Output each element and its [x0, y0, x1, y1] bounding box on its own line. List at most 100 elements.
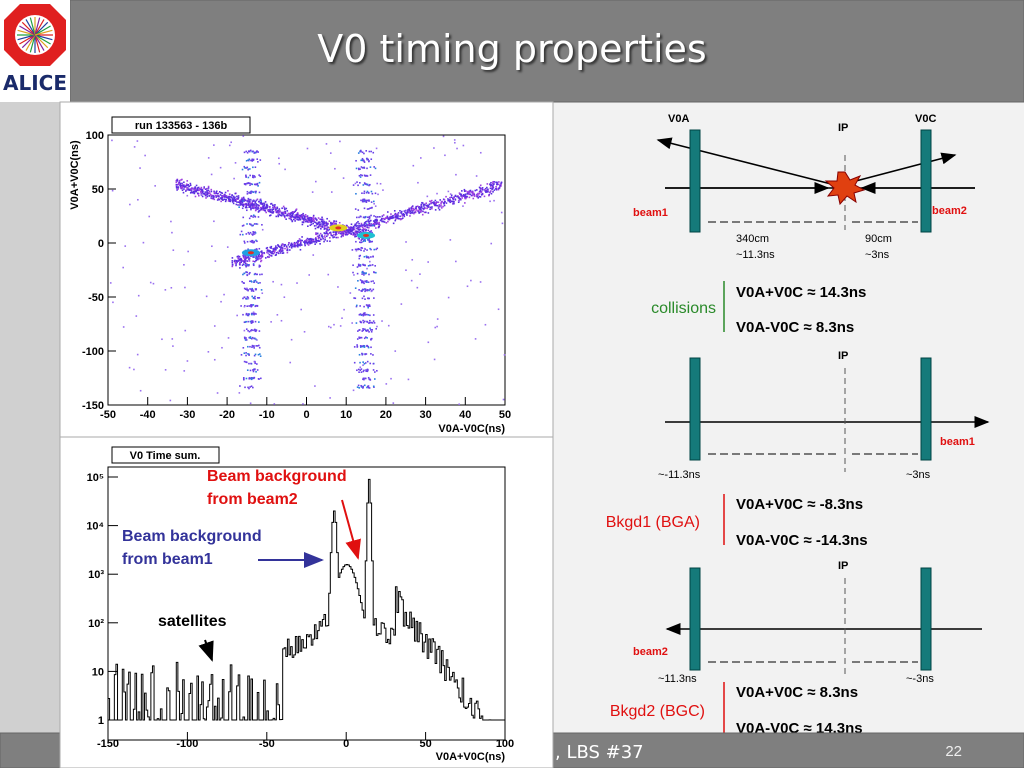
scatter-point — [362, 240, 365, 243]
scatter-point — [374, 205, 377, 207]
scatter-point — [230, 141, 232, 144]
x-tick-label: -50 — [100, 409, 116, 421]
scatter-point — [250, 378, 253, 381]
scatter-point — [245, 337, 247, 339]
scatter-point — [337, 231, 339, 233]
scatter-point — [258, 174, 260, 176]
scatter-point — [331, 223, 333, 225]
scatter-point — [363, 225, 366, 228]
scatter-point — [349, 292, 352, 294]
scatter-point — [256, 273, 258, 276]
scatter-point — [313, 241, 316, 243]
scatter-point — [260, 250, 263, 252]
scatter-point — [321, 234, 323, 236]
annotation: from beam2 — [207, 491, 298, 508]
scatter-point — [273, 205, 276, 208]
scatter-point — [466, 285, 469, 288]
scatter-point — [255, 183, 258, 186]
v0a-detector — [689, 357, 701, 461]
scatter-point — [227, 190, 229, 192]
scatter-point — [278, 250, 281, 252]
scatter-point — [216, 192, 219, 195]
scatter-point — [386, 211, 389, 213]
scatter-point — [357, 248, 359, 251]
scatter-point — [360, 280, 363, 282]
scatter-point — [335, 233, 338, 236]
scatter-point — [290, 214, 293, 217]
scatter-point — [234, 162, 237, 164]
scatter-point — [254, 305, 257, 308]
scatter-point — [395, 214, 397, 216]
scatter-point — [360, 241, 363, 244]
scatter-point — [314, 237, 317, 239]
scatter-point — [246, 305, 249, 308]
scatter-point — [333, 223, 335, 226]
scatter-point — [353, 361, 356, 364]
scatter-point — [245, 233, 248, 235]
scatter-point — [372, 314, 375, 316]
scatter-point — [341, 231, 343, 233]
scatter-point — [361, 174, 364, 177]
scatter-point — [312, 216, 315, 218]
hotspot-core — [363, 233, 370, 237]
scatter-point — [452, 200, 455, 203]
scatter-point — [252, 199, 255, 202]
scatter-point — [288, 217, 291, 220]
scatter-point — [149, 281, 152, 284]
logo-ray — [34, 34, 41, 53]
y-tick-label: -150 — [82, 400, 104, 412]
scatter-point — [358, 216, 360, 219]
scatter-point — [434, 199, 437, 202]
scatter-point — [306, 217, 309, 220]
scatter-point — [266, 251, 268, 254]
scatter-point — [351, 249, 354, 251]
scatter-point — [355, 159, 357, 162]
scatter-point — [234, 198, 237, 201]
scatter-point — [367, 346, 370, 349]
scatter-point — [484, 187, 487, 190]
scatter-point — [258, 297, 261, 299]
scatter-point — [256, 304, 259, 307]
scatter-point — [188, 188, 191, 191]
scatter-point — [407, 378, 410, 381]
scatter-point — [368, 297, 370, 300]
scatter-point — [362, 361, 364, 363]
scatter-point — [244, 258, 246, 261]
scatter-point — [194, 190, 197, 193]
scatter-point — [352, 271, 354, 274]
scatter-point — [416, 205, 419, 208]
scatter-point — [322, 223, 325, 226]
scatter-point — [252, 345, 255, 348]
scatter-point — [352, 264, 354, 267]
diagram-bga: IP beam1 ~-11.3ns ~3ns Bkgd1 (BGA) V0A+V… — [606, 350, 990, 549]
scatter-point — [247, 345, 249, 348]
scatter-point — [252, 150, 254, 153]
scatter-point — [454, 198, 457, 201]
scatter-point — [358, 225, 361, 228]
scatter-point — [409, 210, 412, 213]
scatter-point — [420, 206, 423, 209]
scatter-point — [256, 223, 259, 226]
scatter-point — [311, 238, 314, 241]
scatter-point — [364, 225, 367, 228]
scatter-point — [241, 198, 243, 201]
scatter-point — [368, 224, 371, 227]
scatter-point — [344, 229, 347, 232]
scatter-point — [252, 205, 255, 208]
scatter-point — [394, 350, 397, 352]
scatter-point — [463, 190, 466, 193]
scatter-point — [363, 384, 366, 387]
x-tick-label: 100 — [496, 738, 514, 750]
scatter-point — [246, 209, 248, 212]
scatter-point — [453, 202, 455, 205]
scatter-point — [484, 190, 486, 192]
scatter-point — [281, 247, 284, 250]
scatter-point — [172, 345, 174, 347]
scatter-point — [124, 245, 127, 247]
scatter-point — [369, 327, 371, 330]
scatter-point — [409, 215, 411, 217]
scatter-point — [239, 233, 242, 236]
scatter-point — [313, 220, 315, 222]
scatter-point — [452, 197, 455, 199]
scatter-point — [364, 228, 367, 231]
